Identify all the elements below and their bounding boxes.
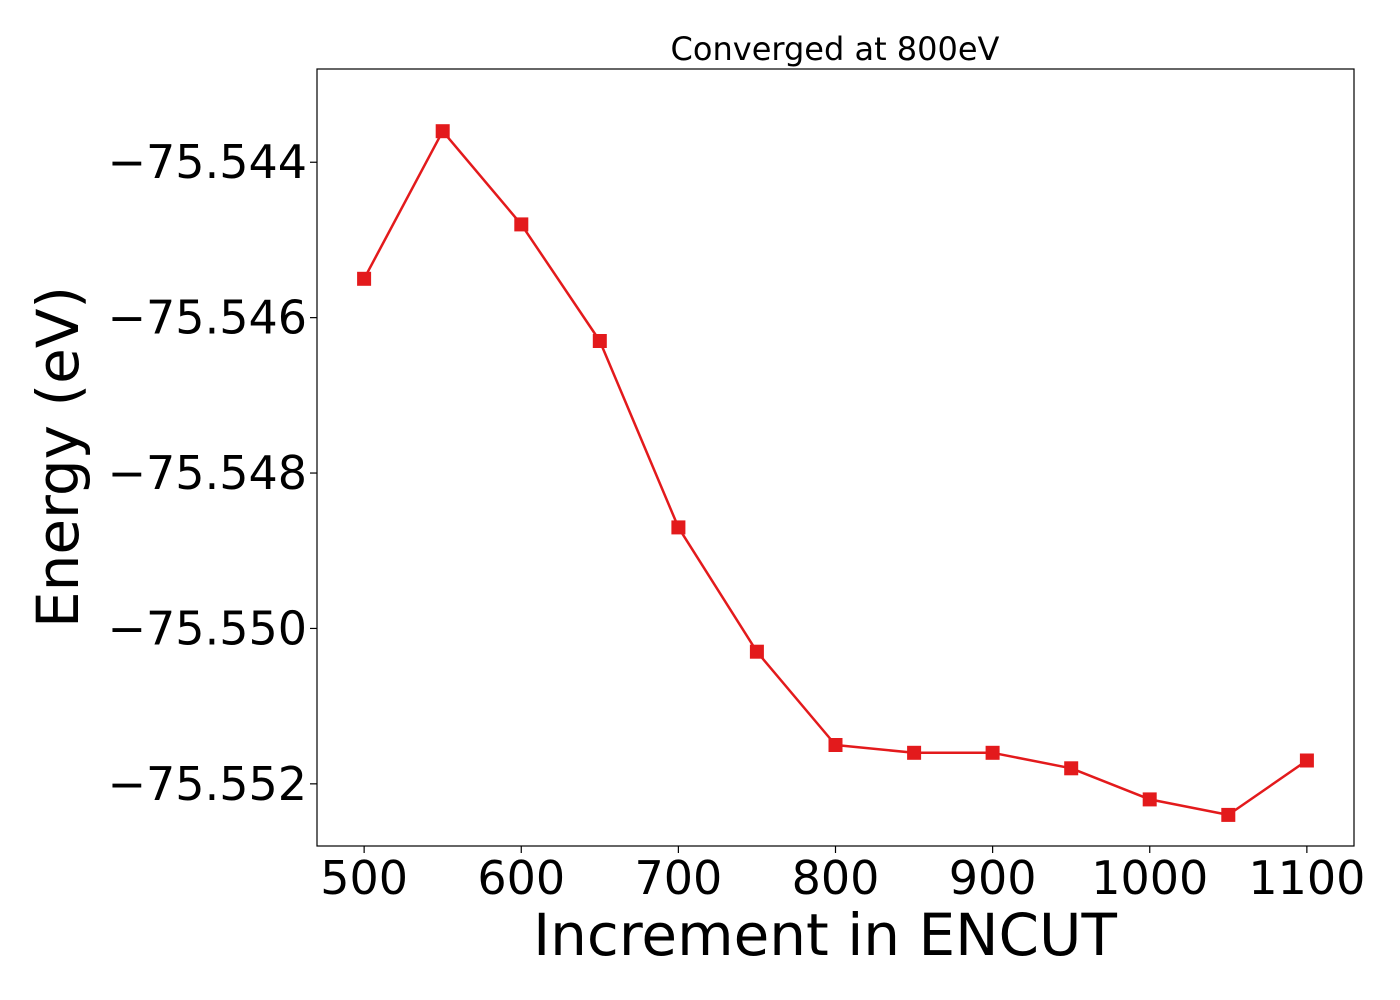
data-point-marker	[907, 745, 922, 760]
data-point-marker	[985, 745, 1000, 760]
plot-area: 500 600 700 800 900 1000 1100 −75.544 −75.546 −75…	[108, 68, 1365, 905]
x-tick-label: 900	[949, 851, 1037, 905]
x-tick-label: 800	[792, 851, 880, 905]
x-tick-label: 700	[634, 851, 722, 905]
y-tick-label: −75.546	[108, 291, 308, 345]
plot-frame	[316, 68, 1355, 847]
y-tick-label: −75.548	[108, 446, 308, 500]
data-point-marker	[671, 520, 686, 535]
y-tick-label: −75.552	[108, 757, 308, 811]
data-point-marker	[435, 124, 450, 139]
x-tick-label: 1000	[1091, 851, 1208, 905]
y-tick-label: −75.544	[108, 135, 308, 189]
x-axis-label: Increment in ENCUT	[533, 901, 1117, 969]
data-point-marker	[1221, 807, 1236, 822]
data-point-marker	[514, 217, 529, 232]
x-tick-label: 1100	[1248, 851, 1365, 905]
y-tick-label: −75.550	[108, 601, 308, 655]
data-point-marker	[1064, 761, 1079, 776]
data-point-marker	[828, 738, 843, 752]
data-point-marker	[1299, 753, 1314, 768]
x-tick-label: 600	[477, 851, 565, 905]
x-tick-label: 500	[320, 851, 408, 905]
chart-title: Converged at 800eV	[671, 30, 1000, 68]
y-axis-label: Energy (eV)	[24, 286, 92, 628]
data-point-marker	[592, 334, 607, 348]
data-point-marker	[749, 644, 764, 659]
series-line	[362, 129, 1308, 817]
data-point-marker	[357, 271, 372, 286]
data-point-marker	[1142, 792, 1157, 807]
